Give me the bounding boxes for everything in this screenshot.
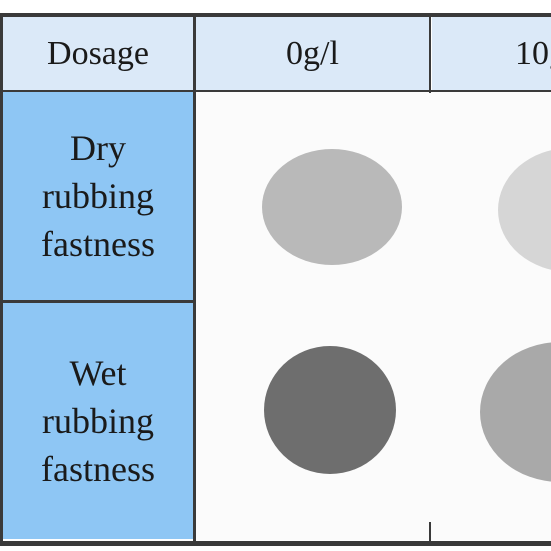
dry-sample-10 [498,150,551,270]
border [429,13,431,93]
dry-sample-0 [262,149,402,265]
row-label: Dry rubbing fastness [3,92,193,300]
row-label: Wet rubbing fastness [3,303,193,539]
border [429,522,431,542]
border [193,13,196,546]
header-cell: 10g/l [432,16,551,91]
wet-sample-0 [264,346,396,474]
sample-area [196,92,551,540]
border [0,13,551,17]
wet-sample-10 [480,342,551,482]
border [0,541,551,546]
border [0,90,551,92]
border [0,300,196,303]
header-cell: 0g/l [196,16,429,91]
header-cell: Dosage [3,16,193,91]
border [0,13,3,546]
